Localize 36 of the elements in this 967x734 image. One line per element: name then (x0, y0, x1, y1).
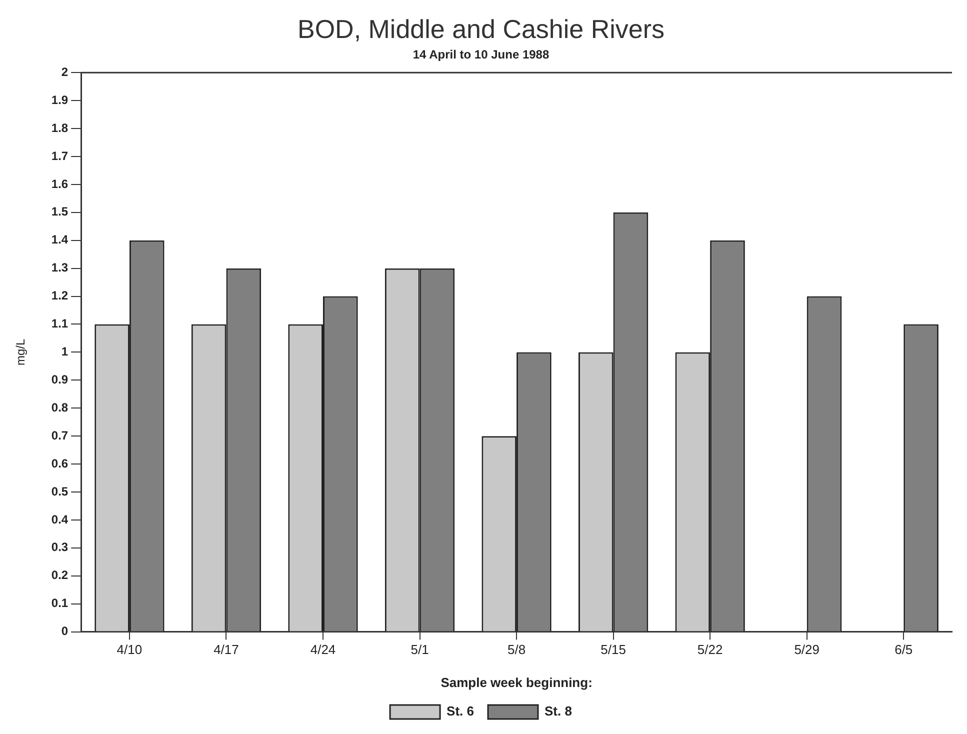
x-tick-label: 5/1 (410, 642, 429, 658)
y-tick-label: 0.8 (51, 400, 68, 414)
y-tick-label: 0.9 (51, 372, 68, 386)
y-tick-label: 1.8 (51, 120, 68, 135)
y-tick-label: 1.4 (51, 232, 68, 247)
x-tick-label: 5/8 (508, 642, 526, 658)
y-tick-label: 0.6 (51, 456, 68, 470)
y-tick-label: 1.1 (51, 316, 68, 331)
y-tick-label: 1.6 (51, 176, 68, 191)
chart-title: BOD, Middle and Cashie Rivers (297, 14, 665, 44)
legend-label: St. 6 (446, 704, 474, 719)
x-tick-label: 4/17 (214, 642, 239, 658)
x-tick-label: 4/24 (310, 642, 336, 658)
y-tick-label: 0.3 (51, 540, 68, 554)
y-tick-label: 0.2 (51, 568, 68, 582)
y-tick-label: 0.4 (51, 512, 68, 526)
y-tick-label: 0 (61, 624, 68, 638)
y-tick-label: 1.7 (51, 148, 68, 163)
legend-label: St. 8 (544, 704, 572, 719)
x-tick-label: 5/22 (697, 642, 723, 658)
y-tick-label: 1.3 (51, 260, 68, 275)
x-tick-label: 6/5 (894, 642, 913, 658)
y-axis-title: mg/L (14, 338, 28, 366)
y-tick-label: 0.5 (51, 484, 68, 498)
y-tick-label: 0.7 (51, 428, 68, 442)
x-tick-label: 5/15 (600, 642, 626, 658)
y-tick-label: 1 (61, 344, 68, 359)
x-tick-label: 5/29 (794, 642, 820, 658)
x-axis-title: Sample week beginning: (440, 674, 592, 690)
y-tick-label: 0.1 (51, 596, 68, 610)
chart-subtitle: 14 April to 10 June 1988 (412, 48, 550, 62)
y-tick-label: 1.5 (51, 204, 68, 219)
x-tick-label: 4/10 (116, 642, 142, 658)
y-tick-label: 1.9 (51, 92, 68, 107)
y-tick-label: 2 (61, 64, 68, 79)
y-tick-label: 1.2 (51, 288, 68, 303)
